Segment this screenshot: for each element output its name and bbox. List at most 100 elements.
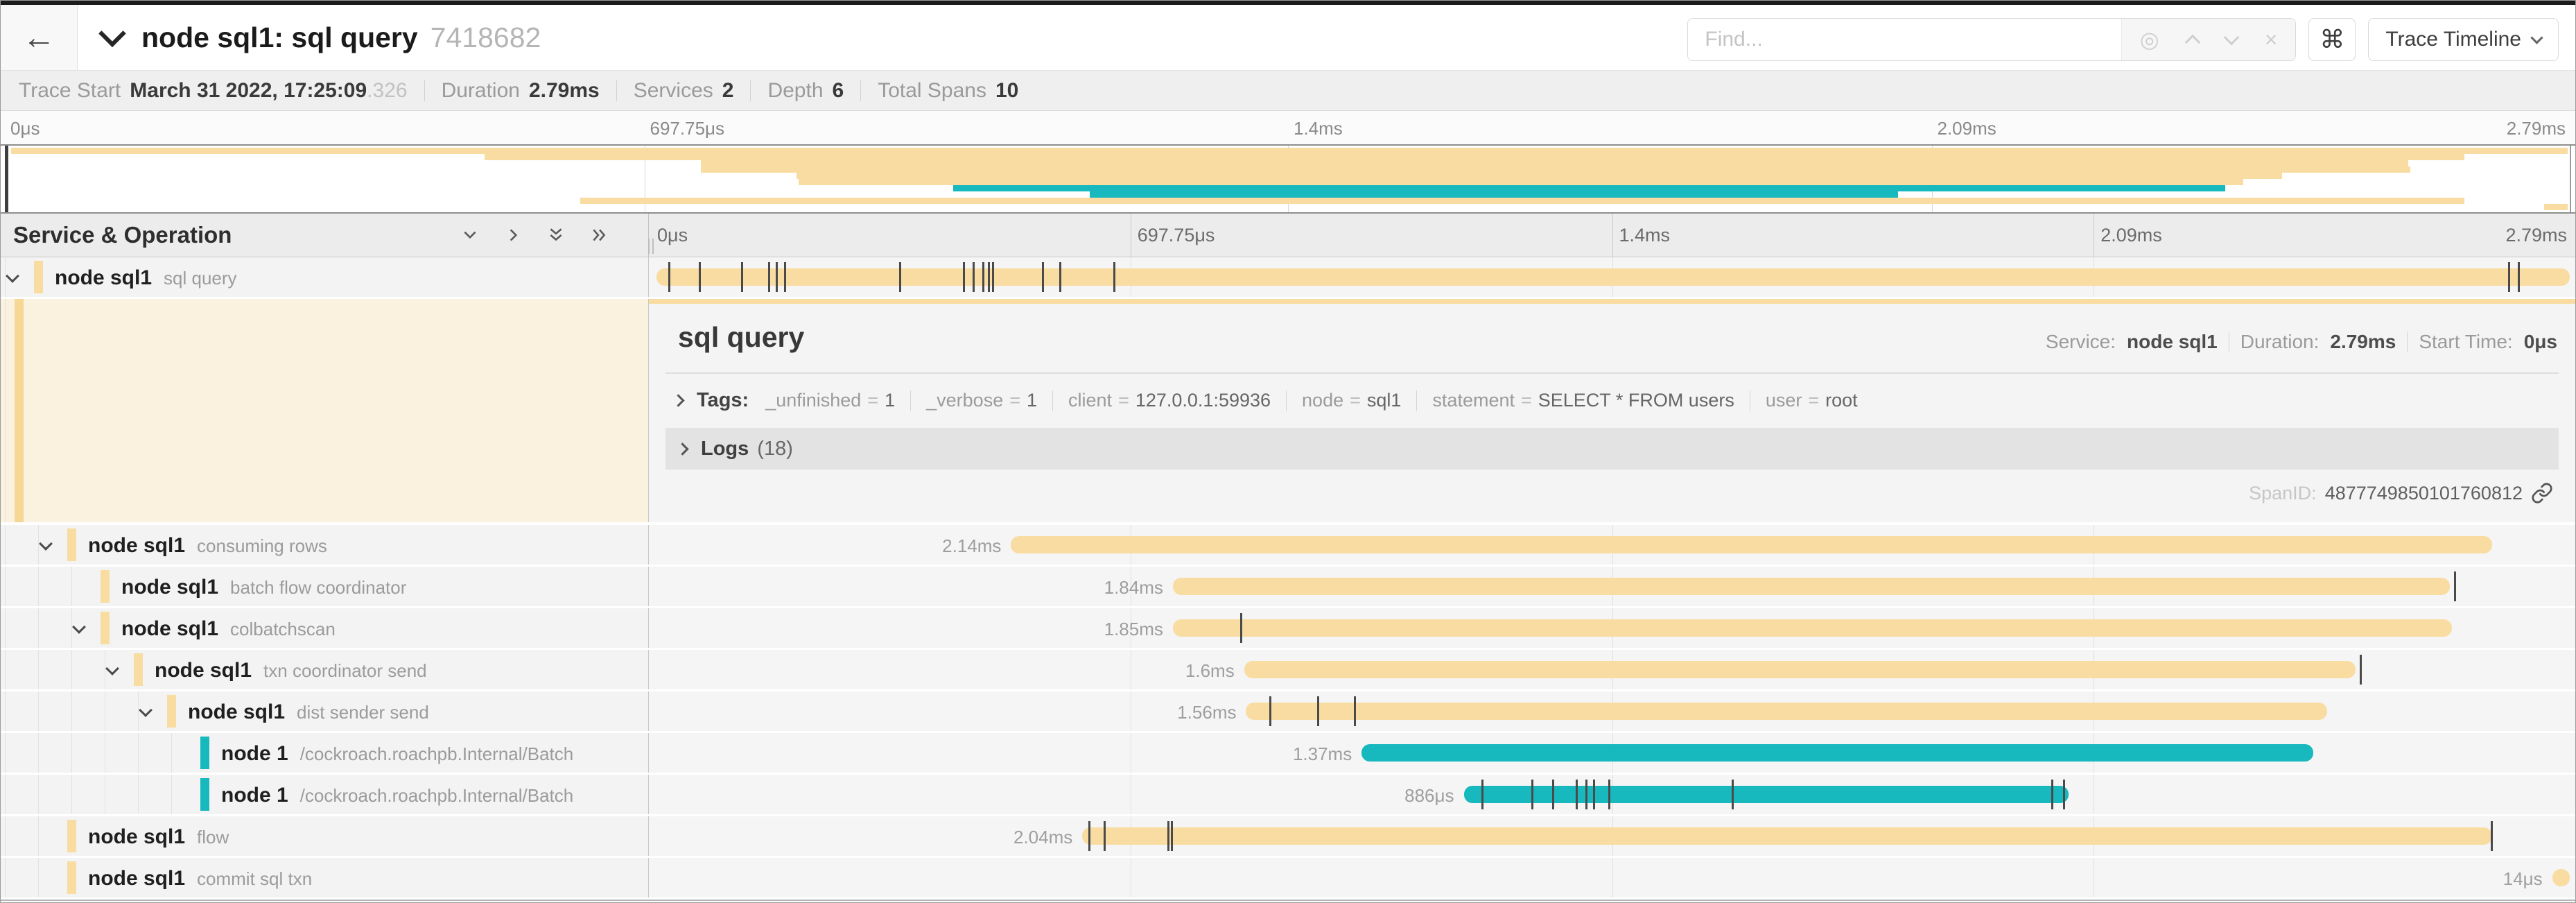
span-duration-bar[interactable] xyxy=(1011,536,2493,553)
span-rows-container: node sql1 consuming rows 2.14ms node sql1 ba… xyxy=(1,525,2575,897)
tag-item: _verbose = 1 xyxy=(926,390,1037,411)
span-duration-bar[interactable] xyxy=(1244,661,2356,678)
collapse-one-icon[interactable] xyxy=(461,226,479,244)
span-duration-bar[interactable] xyxy=(1082,827,2493,845)
span-duration-label: 14μs xyxy=(2503,868,2543,889)
tree-chevron-down-icon[interactable] xyxy=(105,662,119,676)
tag-key: client xyxy=(1068,390,1113,411)
span-row[interactable]: node sql1 dist sender send 1.56ms xyxy=(1,691,2575,731)
find-input[interactable] xyxy=(1688,19,2121,60)
tree-guide-line xyxy=(71,733,72,773)
expand-one-icon[interactable] xyxy=(504,226,522,244)
log-event-tick xyxy=(2051,780,2054,809)
timeline-column-headers: Service & Operation 0μs 697.75μs 1.4ms 2.09… xyxy=(1,214,2575,257)
span-duration-bar[interactable] xyxy=(1361,744,2314,762)
divider xyxy=(860,80,862,101)
window-top-edge xyxy=(1,1,2575,5)
span-row-timeline-cell[interactable]: 886μs xyxy=(649,775,2575,814)
span-row[interactable]: node sql1 consuming rows 2.14ms xyxy=(1,525,2575,565)
span-row-timeline-cell[interactable] xyxy=(649,257,2575,297)
span-row-name-cell[interactable]: node 1/cockroach.roachpb.Internal/Batch xyxy=(1,733,649,773)
span-duration-bar[interactable] xyxy=(1463,786,2069,803)
page-title: node sql1: sql query xyxy=(141,21,418,53)
span-duration-label: 2.04ms xyxy=(1013,827,1073,848)
span-row[interactable]: node sql1 commit sql txn 14μs xyxy=(1,858,2575,897)
span-row-timeline-cell[interactable]: 2.04ms xyxy=(649,816,2575,856)
back-button[interactable]: ← xyxy=(1,5,78,70)
tree-guide-line xyxy=(5,608,6,648)
clear-search-icon[interactable]: × xyxy=(2264,26,2278,52)
span-duration-bar[interactable] xyxy=(1246,703,2327,720)
span-row-timeline-cell[interactable]: 1.6ms xyxy=(649,650,2575,689)
span-row[interactable]: node sql1 flow 2.04ms xyxy=(1,816,2575,856)
log-event-tick xyxy=(2517,262,2520,292)
divider xyxy=(2407,332,2408,352)
span-row-timeline-cell[interactable]: 14μs xyxy=(649,858,2575,897)
span-row-name-cell[interactable]: node sql1 consuming rows xyxy=(1,525,649,565)
span-duration-bar[interactable] xyxy=(2552,869,2570,886)
service-name: node sql1 sql query xyxy=(55,266,237,289)
tree-chevron-down-icon[interactable] xyxy=(139,703,153,717)
tags-label: Tags: xyxy=(697,389,749,411)
span-duration-label: 1.37ms xyxy=(1292,743,1352,764)
log-event-tick xyxy=(988,262,991,292)
previous-result-icon[interactable] xyxy=(2184,34,2201,51)
span-row[interactable]: node sql1 batch flow coordinator 1.84ms xyxy=(1,567,2575,606)
tree-guide-line xyxy=(138,775,139,814)
locate-icon[interactable]: ◎ xyxy=(2139,27,2159,52)
span-row-name-cell[interactable]: node 1/cockroach.roachpb.Internal/Batch xyxy=(1,775,649,814)
minimap-tick-labels: 0μs 697.75μs 1.4ms 2.09ms 2.79ms xyxy=(1,111,2575,144)
logs-section-toggle[interactable]: Logs (18) xyxy=(665,428,2559,470)
tree-chevron-down-icon[interactable] xyxy=(72,620,86,634)
expand-all-icon[interactable] xyxy=(590,226,608,244)
tree-guide-line xyxy=(171,775,172,814)
keyboard-shortcuts-button[interactable]: ⌘ xyxy=(2308,18,2356,61)
view-selector-button[interactable]: Trace Timeline xyxy=(2368,18,2559,61)
span-row-timeline-cell[interactable]: 1.37ms xyxy=(649,733,2575,773)
span-detail-left-highlight[interactable] xyxy=(1,299,649,522)
minimap-right-drag-handle[interactable] xyxy=(2570,146,2571,212)
column-resize-handle[interactable] xyxy=(648,239,654,254)
tree-guide-line xyxy=(38,608,39,648)
log-event-tick xyxy=(1041,262,1044,292)
tree-guide-line xyxy=(138,733,139,773)
span-row-name-cell[interactable]: node sql1 flow xyxy=(1,816,649,856)
span-row-name-cell[interactable]: node sql1 dist sender send xyxy=(1,691,649,731)
span-row[interactable]: node sql1 txn coordinator send 1.6ms xyxy=(1,650,2575,689)
service-color-bar xyxy=(67,861,76,894)
tree-chevron-down-icon[interactable] xyxy=(39,537,53,551)
ruler-tick-label: 0μs xyxy=(657,225,688,246)
tags-section-toggle[interactable]: Tags: _unfinished = 1 _verbose = 1 client = 127.… xyxy=(672,389,2557,412)
service-color-bar xyxy=(67,820,76,852)
span-duration-bar[interactable] xyxy=(1172,619,2453,637)
span-row-timeline-cell[interactable]: 1.85ms xyxy=(649,608,2575,648)
timeline-minimap[interactable] xyxy=(1,144,2575,214)
log-event-tick xyxy=(1354,696,1357,726)
span-row-name-cell[interactable]: node sql1 txn coordinator send xyxy=(1,650,649,689)
span-row-name-cell[interactable]: node sql1 colbatchscan xyxy=(1,608,649,648)
span-duration-bar[interactable] xyxy=(656,268,2570,286)
next-result-icon[interactable] xyxy=(2223,29,2240,46)
log-event-tick xyxy=(2062,780,2065,809)
span-row[interactable]: node 1/cockroach.roachpb.Internal/Batch 8… xyxy=(1,775,2575,814)
collapse-header-chevron-icon[interactable] xyxy=(98,19,126,48)
collapse-all-icon[interactable] xyxy=(547,226,565,244)
service-value: node sql1 xyxy=(2127,331,2218,352)
span-row-timeline-cell[interactable]: 1.84ms xyxy=(649,567,2575,606)
span-row[interactable]: node sql1 colbatchscan 1.85ms xyxy=(1,608,2575,648)
operation-name: sql query xyxy=(164,268,237,289)
minimap-span-bar xyxy=(10,148,2568,154)
span-row[interactable]: node 1/cockroach.roachpb.Internal/Batch 1… xyxy=(1,733,2575,773)
span-row-timeline-cell[interactable]: 2.14ms xyxy=(649,525,2575,565)
span-row-timeline-cell[interactable]: 1.56ms xyxy=(649,691,2575,731)
span-duration-label: 2.14ms xyxy=(942,535,1002,556)
operation-name: flow xyxy=(197,827,229,848)
tree-chevron-down-icon[interactable] xyxy=(6,269,19,283)
span-row-name-cell[interactable]: node sql1 sql query xyxy=(1,257,649,297)
span-row-name-cell[interactable]: node sql1 batch flow coordinator xyxy=(1,567,649,606)
link-icon[interactable] xyxy=(2531,482,2553,504)
span-row-name-cell[interactable]: node sql1 commit sql txn xyxy=(1,858,649,897)
span-duration-bar[interactable] xyxy=(1172,578,2451,595)
minimap-left-drag-handle[interactable] xyxy=(5,146,8,212)
span-row[interactable]: node sql1 sql query xyxy=(1,257,2575,297)
